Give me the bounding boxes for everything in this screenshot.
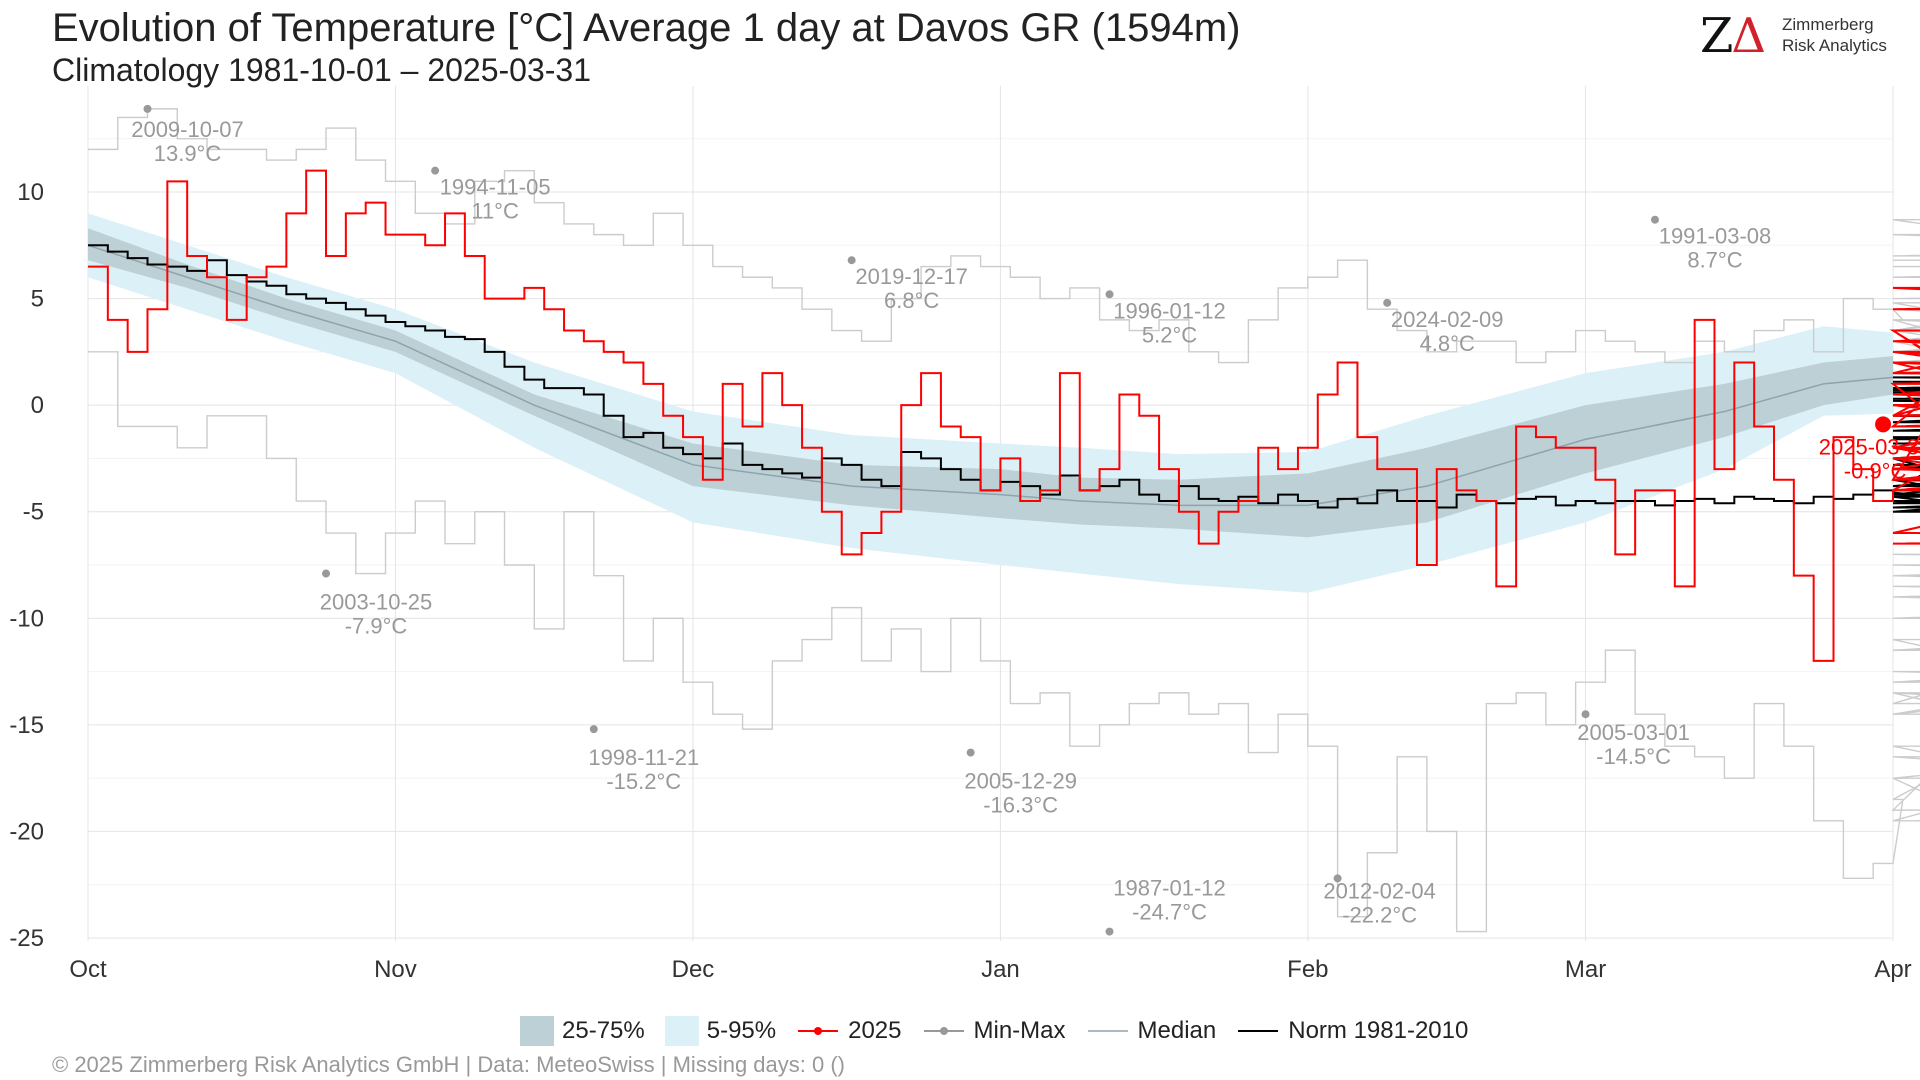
legend-swatch-median <box>1087 1030 1128 1032</box>
record-point <box>966 748 975 757</box>
record-point <box>1650 215 1659 224</box>
record-value-label: -16.3°C <box>983 793 1058 818</box>
x-tick-label: Oct <box>69 956 107 983</box>
record-value-label: 8.7°C <box>1687 248 1742 273</box>
record-point <box>589 725 598 734</box>
y-tick-label: 10 <box>17 179 44 206</box>
legend-label-current: 2025 <box>848 1017 902 1044</box>
record-value-label: -24.7°C <box>1132 900 1207 925</box>
legend-label-median: Median <box>1137 1017 1217 1044</box>
series-current-line <box>88 169 1920 662</box>
footer-credits: © 2025 Zimmerberg Risk Analytics GmbH | … <box>52 1052 845 1077</box>
record-point <box>1333 874 1342 883</box>
record-value-label: 11°C <box>471 199 519 224</box>
record-value-label: 5.2°C <box>1142 322 1197 347</box>
legend-item-minmax: Min-Max <box>922 1016 1066 1046</box>
logo-text: Zimmerberg Risk Analytics <box>1782 14 1887 56</box>
logo-mark: ZΔ <box>1700 8 1766 64</box>
series-min-line <box>88 351 1920 933</box>
chart-subtitle: Climatology 1981-10-01 – 2025-03-31 <box>52 52 592 88</box>
record-date-label: 1991-03-08 <box>1659 224 1772 249</box>
company-logo: ZΔ Zimmerberg Risk Analytics <box>1700 8 1900 64</box>
record-value-label: 13.9°C <box>154 141 222 166</box>
record-value-label: -14.5°C <box>1596 744 1671 769</box>
y-tick-label: -5 <box>23 499 44 526</box>
latest-point-marker <box>1875 416 1892 433</box>
y-tick-label: -20 <box>9 818 44 845</box>
legend-swatch-p90 <box>664 1016 699 1046</box>
y-tick-label: -15 <box>9 712 44 739</box>
record-date-label: 2005-03-01 <box>1577 720 1690 745</box>
legend-label-iqr: 25-75% <box>562 1017 645 1044</box>
legend-item-p90: 5-95% <box>664 1016 777 1046</box>
x-tick-label: Feb <box>1287 956 1328 983</box>
record-date-label: 2012-02-04 <box>1323 878 1436 903</box>
series-lines <box>87 108 1920 933</box>
legend-item-norm: Norm 1981-2010 <box>1236 1016 1468 1046</box>
x-tick-label: Jan <box>981 956 1020 983</box>
legend-swatch-current <box>798 1027 839 1035</box>
record-value-label: 6.8°C <box>884 288 939 313</box>
record-point <box>1383 298 1392 307</box>
record-date-label: 1994-11-05 <box>440 175 551 200</box>
legend-item-current: 2025 <box>796 1016 902 1046</box>
record-date-label: 1987-01-12 <box>1113 876 1226 901</box>
record-value-label: -15.2°C <box>606 769 681 794</box>
x-tick-label: Nov <box>374 956 417 983</box>
latest-value-label: -0.9°C <box>1844 458 1907 483</box>
legend: 25-75% 5-95% 2025 Min-Max Median Norm 19… <box>520 1014 1488 1048</box>
y-tick-label: 5 <box>31 286 44 313</box>
legend-item-median: Median <box>1086 1016 1217 1046</box>
x-tick-label: Dec <box>672 956 715 983</box>
chart-title: Evolution of Temperature [°C] Average 1 … <box>52 6 1241 50</box>
axis-labels: 10 5 0 -5 -10 -15 -20 -25 Oct Nov Dec Jan Feb Mar Apr <box>9 179 1911 983</box>
percentile-bands <box>88 213 1893 593</box>
x-tick-label: Mar <box>1565 956 1606 983</box>
series-max-line <box>88 108 1920 374</box>
legend-swatch-iqr <box>520 1016 554 1046</box>
record-date-label: 1998-11-21 <box>588 745 699 770</box>
record-value-label: 4.8°C <box>1420 331 1475 356</box>
record-point <box>431 166 440 175</box>
y-tick-label: -10 <box>9 605 44 632</box>
record-value-label: -7.9°C <box>345 614 408 639</box>
record-point <box>1105 290 1114 299</box>
logo-line-1: Zimmerberg <box>1782 15 1874 34</box>
record-date-label: 1996-01-12 <box>1113 298 1226 323</box>
band-25-75 <box>88 228 1893 538</box>
y-tick-label: -25 <box>9 925 44 952</box>
legend-label-minmax: Min-Max <box>973 1017 1066 1044</box>
y-tick-label: 0 <box>31 392 44 419</box>
series-norm-line <box>88 244 1920 513</box>
latest-date-label: 2025-03-31 <box>1819 434 1920 459</box>
record-date-label: 2009-10-07 <box>131 117 244 142</box>
logo-line-2: Risk Analytics <box>1782 36 1887 55</box>
legend-item-iqr: 25-75% <box>520 1016 645 1046</box>
record-date-label: 2005-12-29 <box>964 769 1077 794</box>
record-point <box>1581 710 1590 719</box>
x-tick-label: Apr <box>1874 956 1911 983</box>
record-date-label: 2024-02-09 <box>1391 307 1504 332</box>
legend-swatch-norm <box>1238 1030 1279 1032</box>
record-point <box>322 569 331 578</box>
legend-label-p90: 5-95% <box>706 1017 777 1044</box>
record-point <box>847 256 856 265</box>
record-date-label: 2019-12-17 <box>855 264 968 289</box>
record-point <box>143 104 152 113</box>
record-date-label: 2003-10-25 <box>320 590 433 615</box>
record-value-label: -22.2°C <box>1342 902 1417 927</box>
record-point <box>1105 927 1114 936</box>
legend-swatch-minmax <box>923 1027 964 1035</box>
legend-label-norm: Norm 1981-2010 <box>1288 1017 1469 1044</box>
